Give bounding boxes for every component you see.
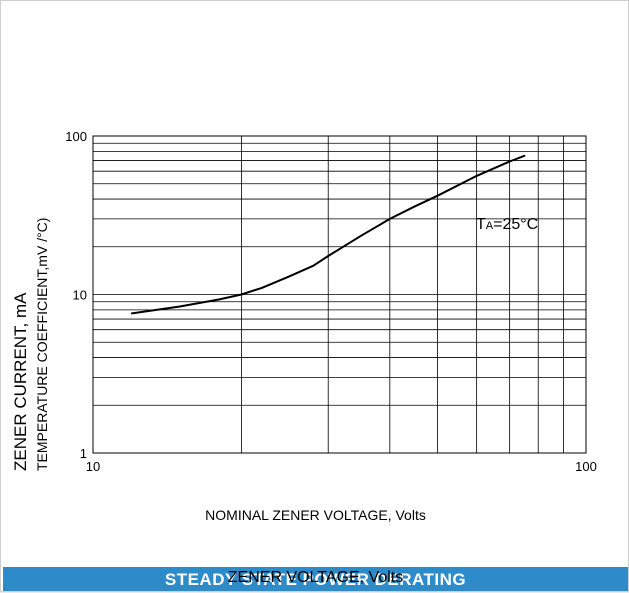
y-tick-label: 1 xyxy=(80,446,87,461)
y-axis-title: ZENER CURRENT, mA xyxy=(11,292,30,471)
footer-overlay-text: ZENER VOLTAGE, Volts xyxy=(227,569,404,586)
x-axis-title: NOMINAL ZENER VOLTAGE, Volts xyxy=(205,507,426,523)
footer-banner: STEADY STATE POWER DERATING ZENER VOLTAG… xyxy=(3,567,628,591)
y-axis-subtitle: TEMPERATURE COEFFICIENT,mV /°C) xyxy=(34,217,50,471)
annotation-subscript: A xyxy=(485,220,494,232)
x-tick-label: 10 xyxy=(86,459,100,474)
annotation-value: =25°C xyxy=(493,216,539,233)
series-line xyxy=(131,154,526,315)
y-tick-label: 100 xyxy=(65,129,87,144)
x-tick-label: 100 xyxy=(575,459,597,474)
footer-title: STEADY STATE POWER DERATING xyxy=(164,570,467,589)
annotation-main: T xyxy=(476,216,486,233)
temperature-annotation: TA=25°C xyxy=(476,216,538,234)
y-tick-label: 10 xyxy=(73,288,87,303)
